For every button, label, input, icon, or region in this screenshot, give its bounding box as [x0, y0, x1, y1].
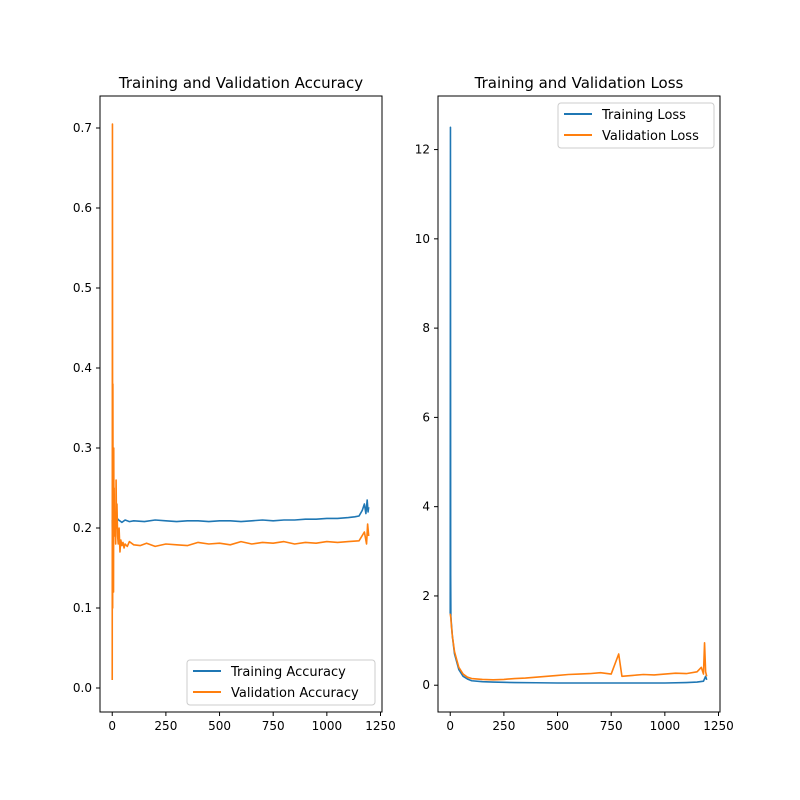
- loss-x-axis: 0 250 500 750 1000 1250: [446, 712, 734, 733]
- loss-y-tick-label: 6: [422, 410, 430, 424]
- accuracy-x-tick-label: 750: [262, 719, 285, 733]
- loss-y-tick-label: 8: [422, 321, 430, 335]
- loss-legend-box: [557, 102, 715, 149]
- loss-y-tick-label: 10: [415, 232, 430, 246]
- loss-x-tick-label: 1000: [650, 719, 681, 733]
- accuracy-x-tick-label: 1250: [365, 719, 396, 733]
- loss-legend: Training Loss Validation Loss: [557, 102, 715, 149]
- training-loss-legend-label: Training Loss: [601, 108, 686, 123]
- training-accuracy-legend-label: Training Accuracy: [230, 665, 346, 680]
- loss-x-tick-label: 0: [446, 719, 454, 733]
- accuracy-legend-box: [186, 659, 376, 706]
- accuracy-y-tick-label: 0.5: [73, 281, 92, 295]
- loss-series-layer: [449, 126, 708, 684]
- loss-y-tick-label: 2: [422, 589, 430, 603]
- accuracy-y-tick-label: 0.2: [73, 521, 92, 535]
- accuracy-legend: Training Accuracy Validation Accuracy: [186, 659, 376, 706]
- accuracy-y-tick-label: 0.6: [73, 201, 92, 215]
- loss-x-tick-label: 750: [600, 719, 623, 733]
- loss-y-tick-label: 4: [422, 500, 430, 514]
- accuracy-y-tick-label: 0.1: [73, 601, 92, 615]
- loss-y-axis: 0 2 4 6 8 10 12: [415, 143, 438, 692]
- loss-y-tick-label: 0: [422, 678, 430, 692]
- accuracy-chart: Training and Validation Accuracy 0 250 500…: [73, 74, 396, 733]
- loss-chart-title: Training and Validation Loss: [474, 74, 684, 92]
- accuracy-x-tick-label: 500: [208, 719, 231, 733]
- accuracy-chart-title: Training and Validation Accuracy: [118, 74, 363, 92]
- accuracy-series-line-1: [111, 123, 370, 681]
- loss-x-tick-label: 500: [546, 719, 569, 733]
- validation-loss-legend-label: Validation Loss: [602, 129, 699, 144]
- loss-x-tick-label: 250: [492, 719, 515, 733]
- accuracy-y-tick-label: 0.7: [73, 121, 92, 135]
- accuracy-y-tick-label: 0.4: [73, 361, 92, 375]
- accuracy-x-tick-label: 1000: [312, 719, 343, 733]
- accuracy-y-tick-label: 0.0: [73, 681, 92, 695]
- accuracy-y-axis: 0.0 0.1 0.2 0.3 0.4 0.5 0.6 0.7: [73, 121, 100, 695]
- accuracy-x-tick-label: 0: [108, 719, 116, 733]
- loss-y-tick-label: 12: [415, 143, 430, 157]
- loss-plot-frame: [437, 95, 721, 713]
- loss-x-tick-label: 1250: [703, 719, 734, 733]
- loss-series-line-1: [449, 613, 708, 681]
- accuracy-x-tick-label: 250: [154, 719, 177, 733]
- accuracy-series-line-0: [111, 499, 370, 593]
- accuracy-x-axis: 0 250 500 750 1000 1250: [108, 712, 396, 733]
- validation-accuracy-legend-label: Validation Accuracy: [231, 686, 359, 701]
- accuracy-plot-frame: [99, 95, 383, 713]
- accuracy-series-layer: [111, 123, 370, 681]
- loss-chart: Training and Validation Loss 0 250 500 750 1…: [415, 74, 734, 733]
- accuracy-y-tick-label: 0.3: [73, 441, 92, 455]
